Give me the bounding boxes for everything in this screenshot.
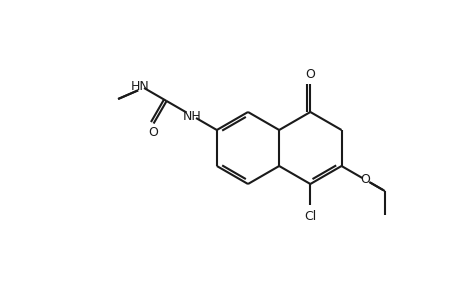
Text: O: O <box>305 68 314 81</box>
Text: O: O <box>148 125 158 139</box>
Text: O: O <box>359 173 369 186</box>
Text: HN: HN <box>131 80 150 92</box>
Text: Cl: Cl <box>303 210 316 223</box>
Text: NH: NH <box>183 110 202 122</box>
